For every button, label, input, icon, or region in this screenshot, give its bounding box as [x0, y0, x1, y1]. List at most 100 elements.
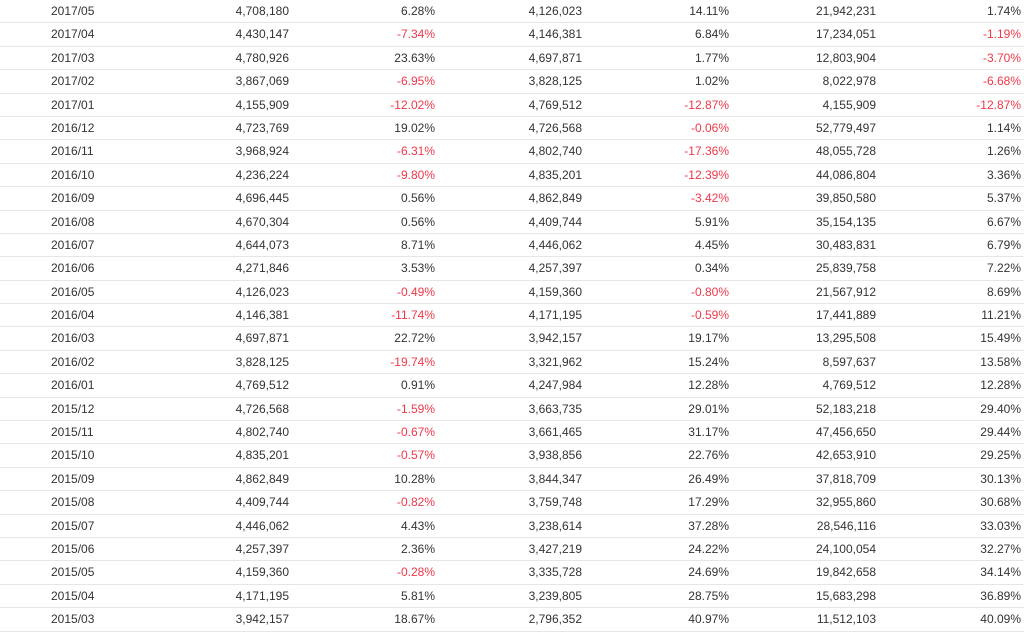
month-cell: 2017/01 [51, 97, 95, 112]
yoy-change-cell: -12.39% [684, 167, 729, 182]
month-cell: 2016/05 [51, 284, 95, 299]
prior-value-cell: 3,321,962 [528, 354, 582, 369]
cumulative-cell: 25,839,758 [815, 261, 876, 276]
change-cell: 8.71% [400, 237, 435, 252]
value-cell: 4,430,147 [235, 27, 289, 42]
month-cell: 2015/06 [51, 541, 95, 556]
cumulative-change-cell: 32.27% [980, 541, 1021, 556]
cumulative-change-cell: 6.79% [986, 237, 1021, 252]
yoy-change-cell: 4.45% [694, 237, 729, 252]
table-row: 2017/05 4,708,180 6.28% 4,126,023 14.11% 21,9… [0, 0, 1024, 24]
change-cell: 0.91% [400, 378, 435, 393]
value-cell: 4,155,909 [235, 97, 289, 112]
value-cell: 4,171,195 [235, 588, 289, 603]
cumulative-cell: 21,567,912 [815, 284, 876, 299]
prior-value-cell: 4,126,023 [528, 4, 582, 18]
value-cell: 4,670,304 [235, 214, 289, 229]
value-cell: 4,723,769 [235, 120, 289, 135]
month-cell: 2016/01 [51, 378, 95, 393]
change-cell: 0.56% [400, 214, 435, 229]
cumulative-change-cell: 3.36% [986, 167, 1021, 182]
change-cell: 10.28% [394, 471, 435, 486]
cumulative-cell: 19,842,658 [815, 565, 876, 580]
table-row: 2015/11 4,802,740 -0.67% 3,661,465 31.17% 47,… [0, 421, 1024, 445]
change-cell: -11.74% [391, 308, 435, 323]
prior-value-cell: 3,759,748 [528, 495, 582, 510]
prior-value-cell: 3,942,157 [528, 331, 582, 346]
month-cell: 2017/05 [51, 4, 95, 18]
table-row: 2016/12 4,723,769 19.02% 4,726,568 -0.06% 52,… [0, 117, 1024, 141]
yoy-change-cell: 1.02% [694, 74, 729, 89]
cumulative-cell: 37,818,709 [815, 471, 876, 486]
cumulative-cell: 4,155,909 [822, 97, 876, 112]
table-row: 2017/01 4,155,909 -12.02% 4,769,512 -12.87% 4… [0, 94, 1024, 117]
yoy-change-cell: -0.06% [690, 120, 729, 135]
table-row: 2016/06 4,271,846 3.53% 4,257,397 0.34% 25,83… [0, 257, 1024, 281]
cumulative-cell: 48,055,728 [815, 144, 876, 159]
table-row: 2015/07 4,446,062 4.43% 3,238,614 37.28% 28,5… [0, 515, 1024, 538]
prior-value-cell: 3,844,347 [528, 471, 582, 486]
prior-value-cell: 4,247,984 [528, 378, 582, 393]
cumulative-cell: 30,483,831 [815, 237, 876, 252]
cumulative-cell: 8,022,978 [822, 74, 876, 89]
table-row: 2016/04 4,146,381 -11.74% 4,171,195 -0.59% 17… [0, 304, 1024, 328]
yoy-change-cell: 17.29% [688, 495, 729, 510]
table-row: 2016/01 4,769,512 0.91% 4,247,984 12.28% 4,76… [0, 374, 1024, 398]
cumulative-change-cell: 12.28% [980, 378, 1021, 393]
value-cell: 4,126,023 [235, 284, 289, 299]
table-row: 2017/04 4,430,147 -7.34% 4,146,381 6.84% 17,2… [0, 23, 1024, 47]
prior-value-cell: 4,697,871 [528, 50, 582, 65]
table-row: 2016/09 4,696,445 0.56% 4,862,849 -3.42% 39,8… [0, 187, 1024, 211]
value-cell: 3,942,157 [235, 612, 289, 627]
yoy-change-cell: 14.11% [689, 4, 729, 18]
cumulative-change-cell: 29.44% [980, 425, 1021, 440]
month-cell: 2015/04 [51, 588, 95, 603]
cumulative-change-cell: 30.68% [980, 495, 1021, 510]
change-cell: -0.28% [396, 565, 435, 580]
value-cell: 4,696,445 [235, 191, 289, 206]
prior-value-cell: 3,663,735 [528, 401, 582, 416]
month-cell: 2017/02 [51, 74, 95, 89]
cumulative-change-cell: 13.58% [980, 354, 1021, 369]
month-cell: 2016/10 [51, 167, 95, 182]
cumulative-change-cell: 29.40% [980, 401, 1021, 416]
value-cell: 4,697,871 [235, 331, 289, 346]
cumulative-change-cell: 7.22% [986, 261, 1021, 276]
table-row: 2015/03 3,942,157 18.67% 2,796,352 40.97% 11,… [0, 608, 1024, 632]
change-cell: 3.53% [400, 261, 435, 276]
cumulative-cell: 32,955,860 [815, 495, 876, 510]
prior-value-cell: 4,159,360 [528, 284, 582, 299]
table-row: 2016/05 4,126,023 -0.49% 4,159,360 -0.80% 21,… [0, 281, 1024, 305]
cumulative-cell: 13,295,508 [815, 331, 876, 346]
change-cell: 22.72% [394, 331, 435, 346]
prior-value-cell: 4,446,062 [528, 237, 582, 252]
prior-value-cell: 3,828,125 [528, 74, 582, 89]
value-cell: 4,644,073 [235, 237, 289, 252]
cumulative-cell: 52,183,218 [815, 401, 876, 416]
cumulative-cell: 44,086,804 [815, 167, 876, 182]
value-cell: 4,802,740 [235, 425, 289, 440]
yoy-change-cell: 6.84% [694, 27, 729, 42]
cumulative-cell: 47,456,650 [815, 425, 876, 440]
table-row: 2015/06 4,257,397 2.36% 3,427,219 24.22% 24,1… [0, 538, 1024, 562]
value-cell: 3,828,125 [235, 354, 289, 369]
yoy-change-cell: 12.28% [688, 378, 729, 393]
month-cell: 2015/09 [51, 471, 95, 486]
cumulative-cell: 15,683,298 [815, 588, 876, 603]
month-cell: 2016/07 [51, 237, 95, 252]
yoy-change-cell: 24.22% [688, 541, 729, 556]
prior-value-cell: 3,239,805 [528, 588, 582, 603]
cumulative-cell: 35,154,135 [815, 214, 876, 229]
cumulative-cell: 8,597,637 [822, 354, 876, 369]
prior-value-cell: 3,661,465 [528, 425, 582, 440]
table-row: 2015/04 4,171,195 5.81% 3,239,805 28.75% 15,6… [0, 585, 1024, 609]
value-cell: 4,446,062 [235, 518, 289, 533]
change-cell: -1.59% [396, 401, 435, 416]
table-row: 2017/02 3,867,069 -6.95% 3,828,125 1.02% 8,02… [0, 70, 1024, 94]
month-cell: 2016/02 [51, 354, 95, 369]
month-cell: 2015/10 [51, 448, 95, 463]
value-cell: 4,159,360 [235, 565, 289, 580]
month-cell: 2016/08 [51, 214, 95, 229]
yoy-change-cell: -3.42% [690, 191, 729, 206]
cumulative-cell: 11,512,103 [816, 612, 876, 627]
